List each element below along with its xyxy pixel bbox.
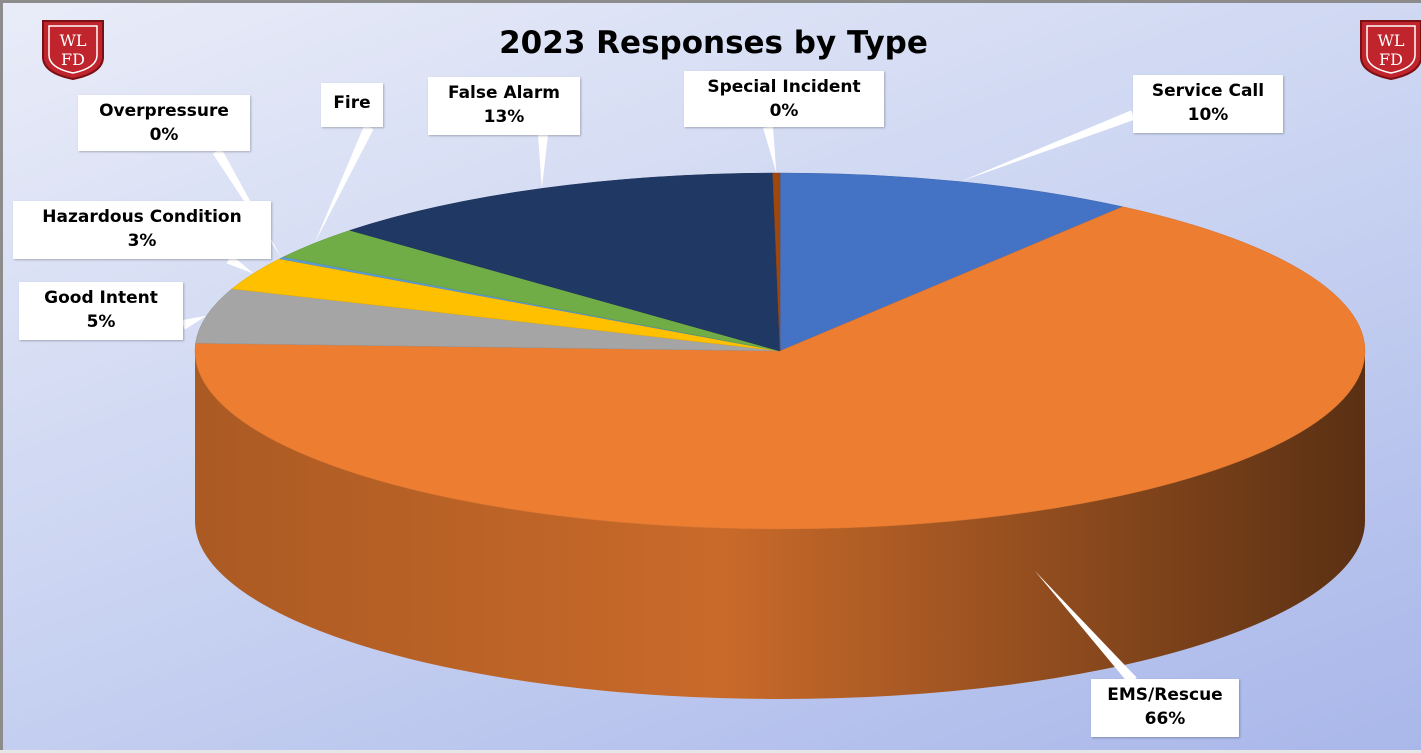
leader-line-label-special-incident <box>763 126 777 174</box>
pie-slice-false-alarm <box>349 172 781 352</box>
svg-text:FD: FD <box>1379 50 1403 69</box>
label-fire-name: Fire <box>333 93 371 113</box>
label-good-intent: Good Intent 5% <box>19 282 183 340</box>
leader-line-label-good-intent <box>181 315 207 330</box>
leader-line-label-service-call <box>960 110 1135 182</box>
label-fire: Fire <box>321 83 383 127</box>
label-false-alarm-name: False Alarm <box>447 83 561 103</box>
label-ems-rescue-name: EMS/Rescue <box>1107 685 1223 705</box>
label-ems-rescue-pct: 66% <box>1144 709 1186 729</box>
label-overpressure-pct: 0% <box>149 125 179 145</box>
svg-text:WL: WL <box>59 31 86 50</box>
leader-line-label-hazardous-condition <box>226 254 254 274</box>
label-special-incident-name: Special Incident <box>707 77 861 97</box>
label-special-incident-pct: 0% <box>769 101 799 121</box>
pie-slice-good-intent <box>195 288 781 352</box>
label-hazardous-condition-name: Hazardous Condition <box>42 207 242 227</box>
label-good-intent-pct: 5% <box>86 312 116 332</box>
label-service-call: Service Call 10% <box>1133 75 1283 133</box>
label-hazardous-condition-pct: 3% <box>127 231 157 251</box>
pie-slice-special-incident <box>772 172 781 352</box>
svg-text:WL: WL <box>1377 31 1404 50</box>
leader-line-label-ems-rescue <box>1034 570 1137 685</box>
label-overpressure-name: Overpressure <box>99 101 229 121</box>
pie-slice-service-call <box>779 172 1124 352</box>
label-service-call-pct: 10% <box>1187 105 1229 125</box>
pie-slice-ems-rescue <box>194 206 1366 530</box>
label-overpressure: Overpressure 0% <box>78 95 250 151</box>
wlfd-logo-right: WL FD <box>1357 17 1421 81</box>
label-false-alarm-pct: 13% <box>483 107 525 127</box>
label-special-incident: Special Incident 0% <box>684 71 884 127</box>
label-ems-rescue: EMS/Rescue 66% <box>1091 679 1239 737</box>
shield-icon: WL FD <box>42 20 104 81</box>
label-false-alarm: False Alarm 13% <box>428 77 580 135</box>
svg-text:FD: FD <box>61 50 85 69</box>
leader-line-label-fire <box>314 124 374 244</box>
label-hazardous-condition: Hazardous Condition 3% <box>13 201 271 259</box>
leader-line-label-false-alarm <box>538 134 548 189</box>
pie-chart <box>181 110 1366 699</box>
shield-icon: WL FD <box>1360 20 1421 81</box>
label-service-call-name: Service Call <box>1151 81 1265 101</box>
wlfd-logo-left: WL FD <box>39 17 107 81</box>
label-good-intent-name: Good Intent <box>44 288 158 308</box>
chart-title: 2023 Responses by Type <box>499 25 928 61</box>
